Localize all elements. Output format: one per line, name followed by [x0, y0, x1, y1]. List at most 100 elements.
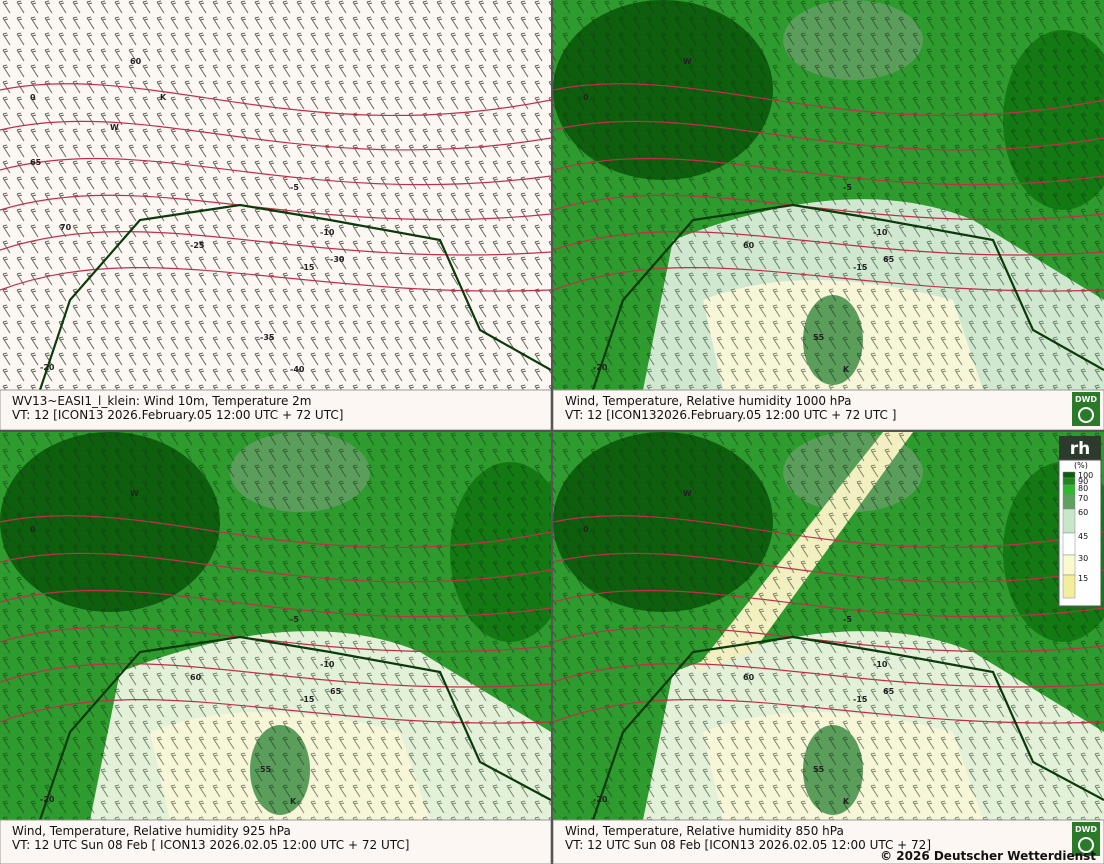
legend-header [1059, 436, 1101, 460]
contour-label: -5 [290, 183, 299, 192]
temperature-contour [553, 552, 1104, 583]
contour-label: 55 [260, 765, 272, 774]
legend-unit: (%) [1074, 461, 1088, 470]
contour-label: -10 [873, 228, 888, 237]
caption-line: Wind, Temperature, Relative humidity 850… [565, 824, 844, 838]
dwd-logo-text: DWD [1075, 825, 1097, 834]
wind-barbs [0, 0, 551, 390]
coastline [38, 203, 551, 390]
contour-label: -5 [843, 615, 852, 624]
contour-label: -15 [853, 263, 868, 272]
temperature-contour [0, 231, 551, 256]
caption-line: VT: 12 UTC Sun 08 Feb [ICON13 2026.02.05… [565, 838, 931, 852]
temperature-contour [0, 157, 551, 186]
contour-label: K [290, 797, 297, 806]
contour-label: 70 [60, 223, 72, 232]
contour-label: 65 [883, 687, 895, 696]
map-panel: 0 -5 -10 -15 -20 -25 -30 -35 -40 60 65 70 K W [0, 0, 551, 390]
temperature-contour [553, 231, 1104, 256]
contour-label: 0 [30, 93, 36, 102]
legend-swatch [1062, 532, 1076, 556]
contour-label: 65 [883, 255, 895, 264]
contour-label: 0 [583, 93, 589, 102]
contour-label: -25 [190, 241, 205, 250]
contour-label: W [130, 489, 139, 498]
contour-label: -20 [593, 795, 608, 804]
legend-swatch [1062, 508, 1076, 534]
dwd-logo-swirl [1078, 837, 1094, 853]
legend-swatch [1062, 484, 1076, 496]
temperature-contour [0, 120, 551, 151]
coastline [591, 635, 1104, 820]
contour-label: -30 [330, 255, 345, 264]
contour-label: K [160, 93, 167, 102]
wind-barbs [0, 432, 551, 820]
temperature-contour [0, 83, 551, 117]
contour-label: -15 [300, 695, 315, 704]
coastline [38, 635, 551, 820]
temperature-contour [553, 157, 1104, 186]
contour-label: W [110, 123, 119, 132]
contour-label: -5 [843, 183, 852, 192]
temperature-contour [553, 83, 1104, 117]
legend-level: 70 [1078, 494, 1088, 503]
temperature-contour [0, 552, 551, 583]
temperature-contour [553, 699, 1104, 724]
contour-label: 65 [330, 687, 342, 696]
temperature-contour [0, 515, 551, 549]
contour-label: 55 [813, 333, 825, 342]
legend-swatch [1062, 471, 1076, 479]
contour-label: W [683, 57, 692, 66]
map-panel: 0 -5 -10 -15 -20 60 65 55 K W [553, 0, 1104, 390]
temperature-contour [0, 699, 551, 724]
temperature-contour [0, 267, 551, 292]
legend-swatch [1062, 494, 1076, 510]
wind-barbs [553, 432, 1104, 820]
caption-line: Wind, Temperature, Relative humidity 925… [12, 824, 291, 838]
legend-swatch [1062, 477, 1076, 486]
temperature-contour [553, 120, 1104, 151]
temperature-contour [0, 663, 551, 688]
contour-label: 0 [30, 525, 36, 534]
temperature-contour [553, 515, 1104, 549]
contour-label: -5 [290, 615, 299, 624]
legend-level: 15 [1078, 574, 1088, 583]
temperature-contour [553, 663, 1104, 688]
contour-label: 65 [30, 158, 42, 167]
contour-label: 0 [583, 525, 589, 534]
contour-label: -10 [873, 660, 888, 669]
contour-label: -35 [260, 333, 275, 342]
legend-level: 80 [1078, 484, 1088, 493]
contour-label: -20 [40, 795, 55, 804]
wind-barbs [553, 0, 1104, 390]
contour-label: 55 [813, 765, 825, 774]
caption-line: WV13~EASI1_l_klein: Wind 10m, Temperatur… [12, 394, 312, 408]
contour-label: 60 [743, 241, 755, 250]
panel-divider [0, 430, 1104, 432]
dwd-logo-text: DWD [1075, 395, 1097, 404]
dwd-logo-swirl [1078, 407, 1094, 423]
legend-level: 90 [1078, 477, 1088, 486]
legend-level: 100 [1078, 471, 1093, 480]
contour-label: -10 [320, 228, 335, 237]
legend-level: 60 [1078, 508, 1088, 517]
contour-label: -40 [290, 365, 305, 374]
legend-swatch [1062, 574, 1076, 599]
map-panel: 0 -5 -10 -15 -20 60 65 55 K W [553, 432, 1104, 820]
caption-line: VT: 12 [ICON132026.February.05 12:00 UTC… [565, 408, 896, 422]
map-panel: 0 -5 -10 -15 -20 60 65 55 K W [0, 432, 551, 820]
contour-label: -20 [40, 363, 55, 372]
contour-label: -10 [320, 660, 335, 669]
caption-box [0, 389, 552, 431]
copyright: © 2026 Deutscher Wetterdienst [880, 849, 1096, 863]
contour-label: W [683, 489, 692, 498]
coastline [591, 203, 1104, 390]
contour-label: 60 [190, 673, 202, 682]
legend-swatch [1062, 554, 1076, 576]
contour-label: 60 [743, 673, 755, 682]
contour-label: -15 [300, 263, 315, 272]
temperature-contour [553, 589, 1104, 618]
temperature-contour [0, 589, 551, 618]
temperature-contour [553, 267, 1104, 292]
